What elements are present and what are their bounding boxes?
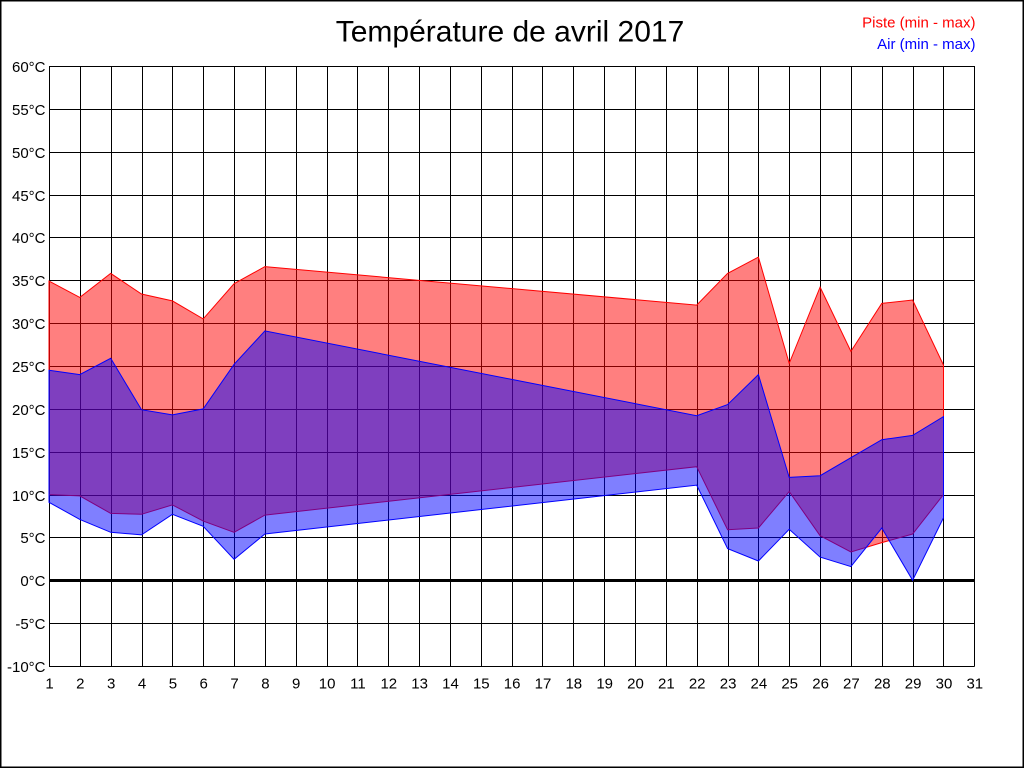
svg-text:20°C: 20°C: [12, 402, 46, 419]
svg-text:Air (min - max): Air (min - max): [877, 36, 975, 53]
svg-text:Température de avril 2017: Température de avril 2017: [336, 16, 685, 49]
svg-text:2: 2: [76, 676, 84, 693]
svg-text:14: 14: [442, 676, 459, 693]
svg-text:-5°C: -5°C: [15, 616, 45, 633]
svg-text:16: 16: [504, 676, 521, 693]
svg-text:18: 18: [565, 676, 582, 693]
svg-text:6: 6: [200, 676, 208, 693]
svg-text:24: 24: [751, 676, 768, 693]
svg-text:55°C: 55°C: [12, 102, 46, 119]
svg-text:10: 10: [319, 676, 336, 693]
svg-text:3: 3: [107, 676, 115, 693]
svg-text:26: 26: [812, 676, 829, 693]
svg-text:30: 30: [936, 676, 953, 693]
svg-text:25: 25: [781, 676, 798, 693]
svg-text:31: 31: [966, 676, 983, 693]
svg-text:5: 5: [169, 676, 177, 693]
svg-text:5°C: 5°C: [20, 530, 45, 547]
svg-text:27: 27: [843, 676, 860, 693]
svg-text:40°C: 40°C: [12, 230, 46, 247]
svg-text:17: 17: [535, 676, 552, 693]
svg-text:1: 1: [45, 676, 53, 693]
svg-text:-10°C: -10°C: [7, 659, 46, 676]
svg-text:Piste (min - max): Piste (min - max): [862, 15, 975, 32]
svg-text:28: 28: [874, 676, 891, 693]
svg-text:7: 7: [230, 676, 238, 693]
svg-text:15: 15: [473, 676, 490, 693]
svg-text:35°C: 35°C: [12, 273, 46, 290]
svg-text:19: 19: [596, 676, 613, 693]
svg-text:9: 9: [292, 676, 300, 693]
svg-text:0°C: 0°C: [20, 573, 45, 590]
svg-text:11: 11: [350, 676, 366, 693]
svg-text:23: 23: [720, 676, 737, 693]
svg-text:10°C: 10°C: [12, 488, 46, 505]
svg-text:30°C: 30°C: [12, 316, 46, 333]
svg-text:15°C: 15°C: [12, 445, 46, 462]
svg-text:8: 8: [261, 676, 269, 693]
svg-text:12: 12: [380, 676, 397, 693]
svg-text:4: 4: [138, 676, 146, 693]
svg-text:60°C: 60°C: [12, 59, 46, 76]
svg-text:13: 13: [411, 676, 428, 693]
svg-text:45°C: 45°C: [12, 188, 46, 205]
svg-text:29: 29: [905, 676, 922, 693]
svg-text:50°C: 50°C: [12, 145, 46, 162]
svg-text:21: 21: [658, 676, 675, 693]
svg-text:22: 22: [689, 676, 706, 693]
svg-text:25°C: 25°C: [12, 359, 46, 376]
svg-text:20: 20: [627, 676, 644, 693]
